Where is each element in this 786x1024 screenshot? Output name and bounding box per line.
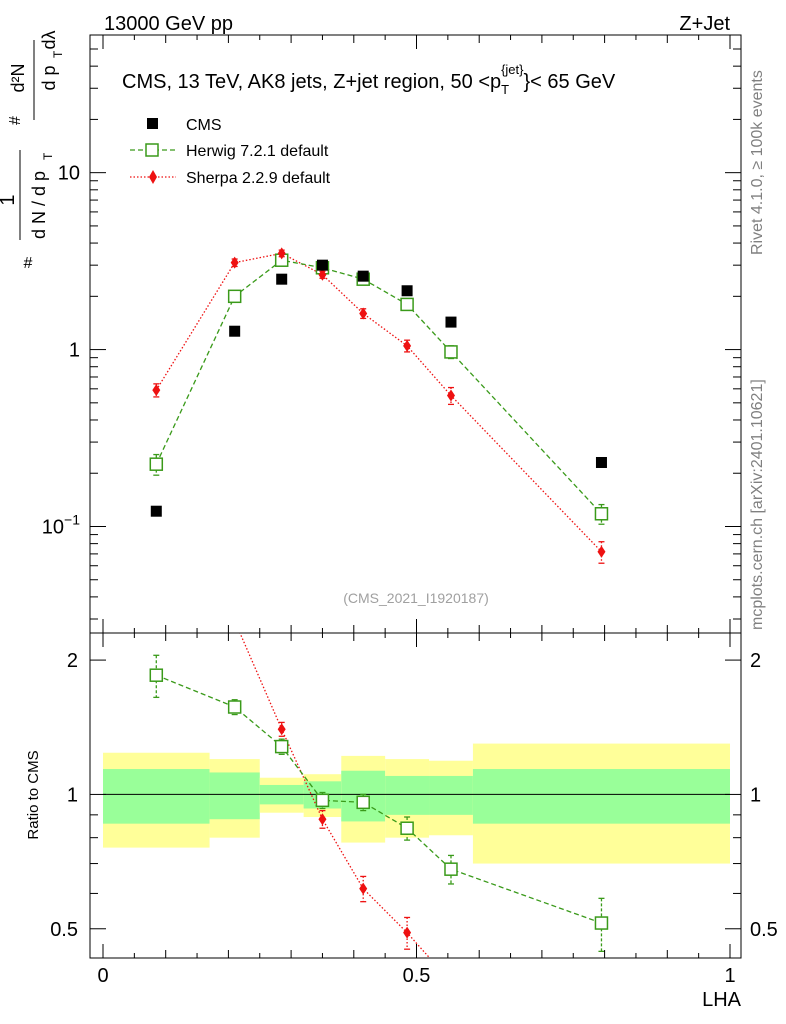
legend-marker-sherpa xyxy=(149,170,157,184)
legend-marker-cms xyxy=(147,118,158,129)
herwig-ratio-point xyxy=(227,700,242,714)
sherpa-ratio-point xyxy=(231,615,239,627)
ratio-y-tick-label-right: 1 xyxy=(750,784,761,806)
x-tick-label: 1 xyxy=(724,965,735,987)
svg-text:#: # xyxy=(24,255,33,272)
herwig-ratio-point xyxy=(274,739,289,754)
ratio-y-axis-label: Ratio to CMS xyxy=(25,750,42,839)
herwig-point xyxy=(149,457,164,471)
ratio-y-tick-label-right: 2 xyxy=(750,650,761,672)
rivet-label: Rivet 4.1.0, ≥ 100k events xyxy=(749,70,766,255)
chart-title: CMS, 13 TeV, AK8 jets, Z+jet region, 50 … xyxy=(122,62,616,97)
sherpa-point xyxy=(446,389,455,402)
sherpa-ratio-line xyxy=(239,633,431,958)
energy-label: 13000 GeV pp xyxy=(104,13,233,35)
process-label: Z+Jet xyxy=(679,13,730,35)
main-y-tick-label: 10−1 xyxy=(42,511,80,538)
legend: CMS Herwig 7.2.1 default Sherpa 2.2.9 de… xyxy=(130,117,331,187)
x-axis-label: LHA xyxy=(702,989,742,1011)
sherpa-point xyxy=(277,247,286,260)
herwig-point xyxy=(594,507,609,521)
legend-label-cms: CMS xyxy=(186,117,222,134)
sherpa-point xyxy=(359,307,368,320)
main-y-tick-label: 1 xyxy=(69,340,80,362)
sherpa-ratio-point xyxy=(277,723,286,736)
cms-point xyxy=(445,316,457,328)
herwig-ratio-point xyxy=(594,916,609,930)
axes: 0 0.5 1 10−1 1 10 0.5 0.5 1 1 2 2 xyxy=(42,34,778,987)
ratio-band-inner xyxy=(385,775,430,815)
ratio-panel xyxy=(103,484,730,1024)
herwig-ratio-point xyxy=(356,795,370,810)
ratio-y-tick-label: 0.5 xyxy=(50,919,78,941)
ratio-frame xyxy=(89,632,742,959)
ratio-band-inner xyxy=(103,769,210,824)
cms-point xyxy=(316,259,328,271)
sherpa-ratio-point xyxy=(318,813,327,826)
herwig-point xyxy=(444,345,458,359)
herwig-ratio-point xyxy=(149,668,164,682)
svg-text:d p: d p xyxy=(39,65,59,90)
sherpa-point xyxy=(318,268,327,281)
sherpa-ratio-point xyxy=(359,882,368,895)
svg-text:T: T xyxy=(41,152,55,160)
sherpa-line xyxy=(155,252,602,553)
cms-point xyxy=(276,273,288,285)
cms-point xyxy=(357,270,369,282)
legend-marker-herwig xyxy=(145,143,159,157)
sherpa-point xyxy=(403,339,412,352)
ratio-y-tick-label: 1 xyxy=(67,784,78,806)
cms-point xyxy=(595,456,607,468)
ratio-y-tick-label: 2 xyxy=(67,650,78,672)
x-tick-label: 0.5 xyxy=(403,965,431,987)
ratio-band-inner xyxy=(209,772,260,820)
svg-text:d N / d p: d N / d p xyxy=(29,171,49,239)
cms-point xyxy=(150,505,162,517)
sherpa-ratio-point xyxy=(403,926,412,939)
sherpa-point xyxy=(597,545,606,558)
mcplots-label: mcplots.cern.ch [arXiv:2401.10621] xyxy=(749,379,766,630)
herwig-line xyxy=(155,259,602,515)
sherpa-ratio-point xyxy=(597,1015,605,1024)
svg-text:d²N: d²N xyxy=(8,63,28,92)
ratio-y-tick-label-right: 0.5 xyxy=(750,919,778,941)
ratio-band-inner xyxy=(429,775,473,815)
main-y-axis-label: # 1 d N / d p T # d²N d p T dλ xyxy=(0,30,65,272)
main-y-tick-label: 10 xyxy=(58,163,80,185)
ratio-band-inner xyxy=(472,769,730,824)
main-panel xyxy=(149,247,609,564)
herwig-point xyxy=(227,289,242,304)
herwig-ratio-line xyxy=(156,674,602,924)
x-tick-label: 0 xyxy=(97,965,108,987)
analysis-watermark: (CMS_2021_I1920187) xyxy=(343,590,489,606)
svg-text:dλ: dλ xyxy=(39,30,59,49)
herwig-ratio-point xyxy=(315,793,330,808)
herwig-point xyxy=(400,297,414,312)
sherpa-point xyxy=(230,256,239,269)
svg-text:T: T xyxy=(51,50,65,58)
herwig-ratio-point xyxy=(400,821,414,835)
svg-text:1: 1 xyxy=(0,194,19,205)
sherpa-point xyxy=(152,384,161,397)
cms-point xyxy=(229,325,241,337)
sherpa-ratio-point xyxy=(152,484,160,496)
herwig-ratio-point xyxy=(444,862,458,876)
legend-label-sherpa: Sherpa 2.2.9 default xyxy=(186,170,331,187)
legend-label-herwig: Herwig 7.2.1 default xyxy=(186,143,329,160)
cms-point xyxy=(401,285,413,297)
sherpa-ratio-point xyxy=(447,976,455,988)
svg-text:#: # xyxy=(7,116,24,125)
